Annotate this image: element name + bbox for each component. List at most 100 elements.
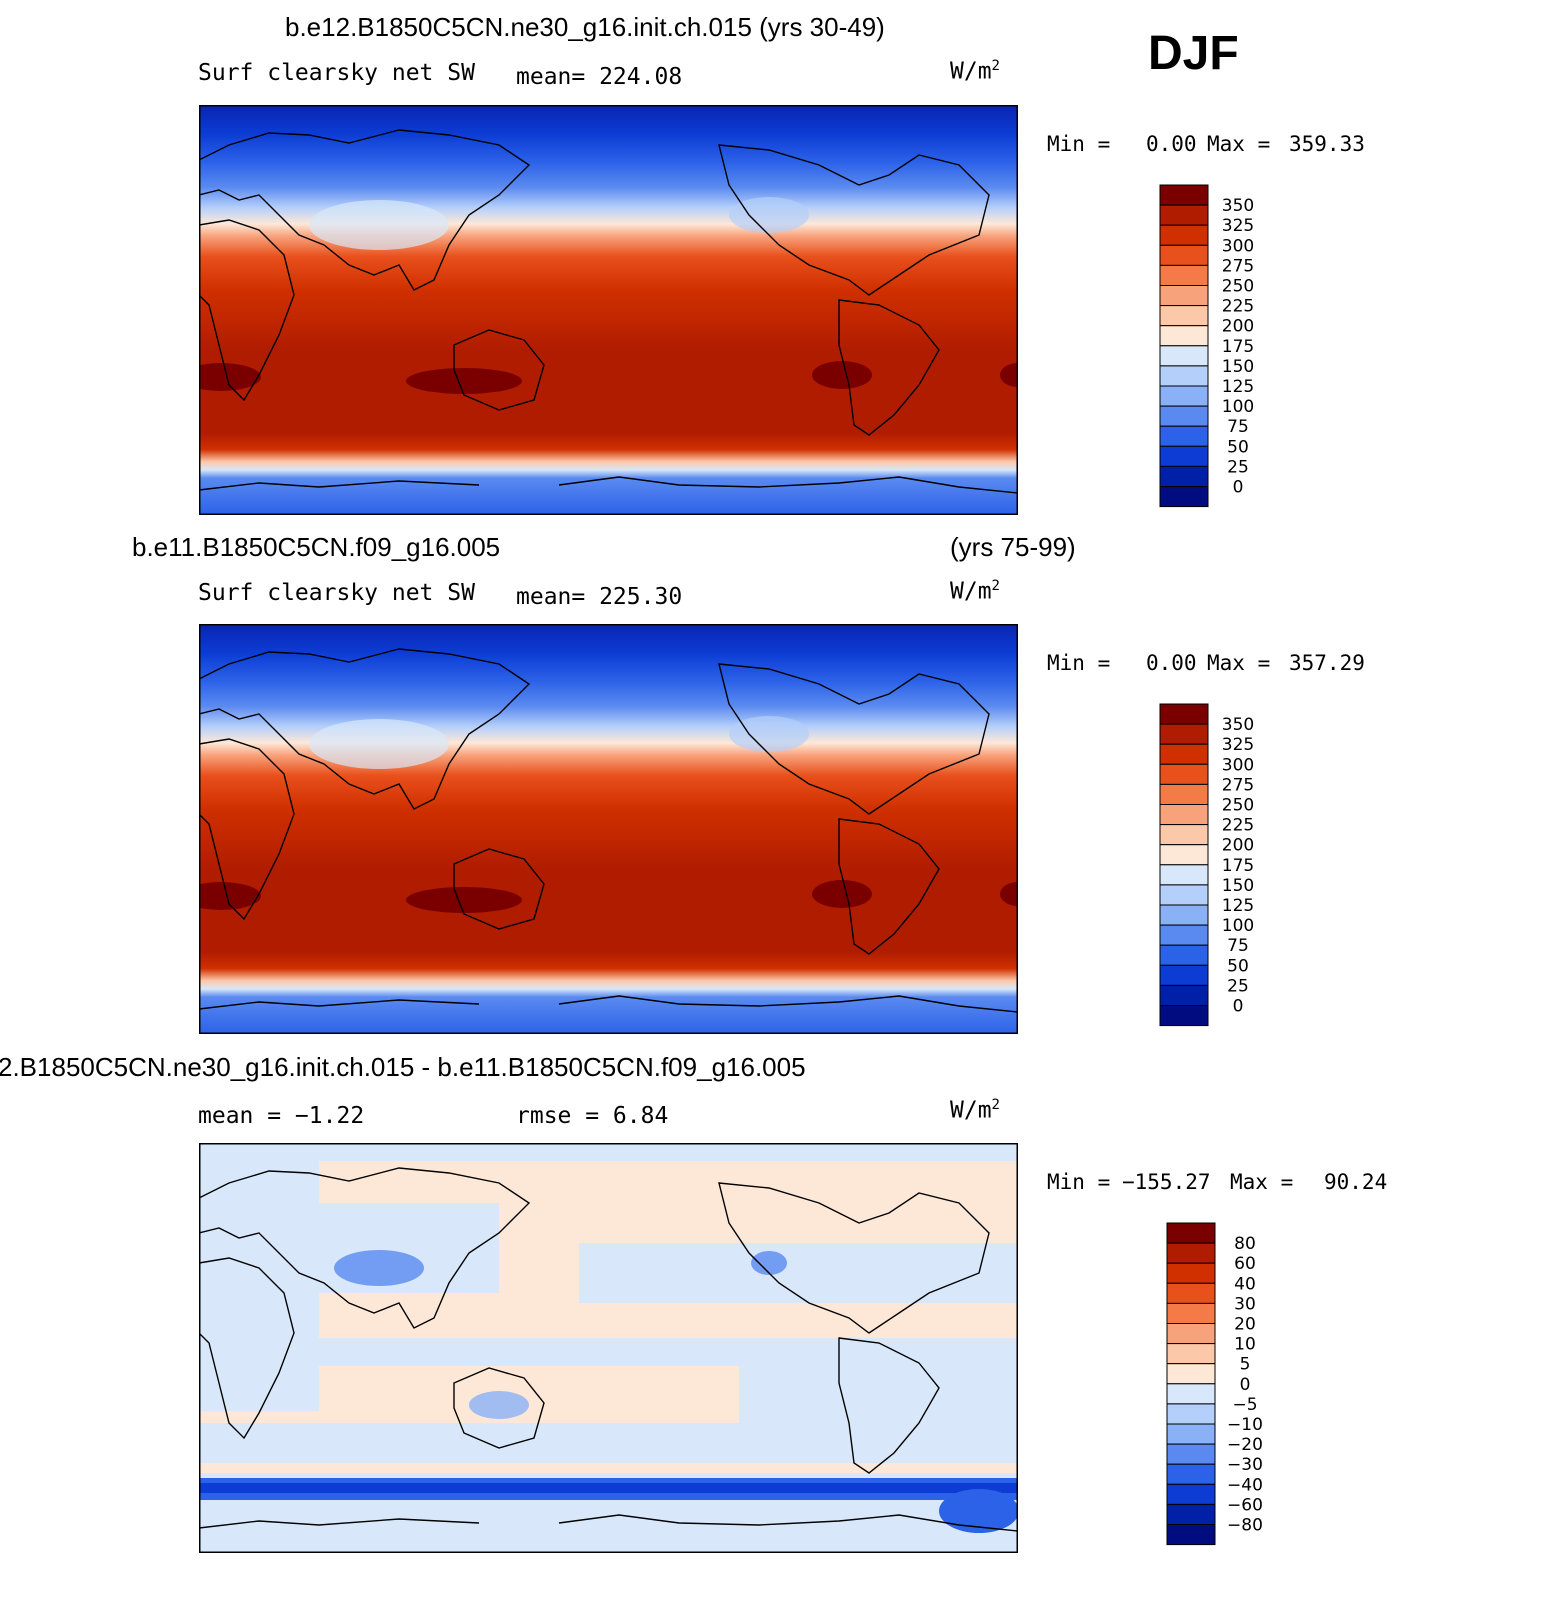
america-land-patch xyxy=(729,197,809,233)
colorbar-label: 30 xyxy=(1234,1294,1256,1314)
colorbar-label: 0 xyxy=(1240,1375,1251,1395)
colorbar-box xyxy=(1166,1423,1216,1445)
colorbar-label: −60 xyxy=(1227,1495,1263,1515)
colorbar-label: 300 xyxy=(1222,236,1254,256)
colorbar-box xyxy=(1159,405,1209,427)
negative-region xyxy=(199,1143,1018,1161)
colorbar-box xyxy=(1159,425,1209,447)
negative-region xyxy=(199,1338,1018,1366)
panel-2-min-value: 0.00 xyxy=(1146,651,1197,675)
colorbar-label: 350 xyxy=(1222,196,1254,216)
colorbar-label: 350 xyxy=(1222,715,1254,735)
map-3-coastlines xyxy=(199,1167,1018,1532)
panel-2-max-value: 357.29 xyxy=(1289,651,1365,675)
colorbar-box xyxy=(1159,964,1209,986)
panel-2-mean: mean= 225.30 xyxy=(516,584,683,610)
map-3-field xyxy=(199,1143,1018,1553)
colorbar-label: 75 xyxy=(1227,936,1249,956)
panel-1-variable: Surf clearsky net SW xyxy=(198,60,475,86)
colorbar-label: 0 xyxy=(1233,478,1244,498)
colorbar-box xyxy=(1159,703,1209,725)
negative-region xyxy=(579,1243,1018,1303)
colorbar-box xyxy=(1159,224,1209,246)
field-background xyxy=(199,105,1018,515)
colorbar-label: 250 xyxy=(1222,796,1254,816)
colorbar-label: −30 xyxy=(1227,1455,1263,1475)
max-region xyxy=(406,368,522,394)
colorbar-box xyxy=(1166,1302,1216,1325)
panel-1-min-value: 0.00 xyxy=(1146,132,1197,156)
max-region xyxy=(812,880,872,908)
coastline-path xyxy=(199,480,480,491)
colorbar-box xyxy=(1166,1443,1216,1465)
panel-1-min-label: Min = xyxy=(1047,132,1111,156)
colorbar-label: 200 xyxy=(1222,317,1254,337)
colorbar-box xyxy=(1166,1222,1216,1244)
negative-region xyxy=(199,1423,1018,1463)
colorbar-box xyxy=(1166,1403,1216,1425)
coastline-path xyxy=(199,648,531,810)
colorbar-box xyxy=(1159,924,1209,946)
panel-1-map xyxy=(199,105,1018,515)
colorbar-label: 150 xyxy=(1222,876,1254,896)
colorbar-label: 25 xyxy=(1227,457,1249,477)
map-2-coastlines xyxy=(199,648,1018,1013)
colorbar-label: −40 xyxy=(1227,1475,1263,1495)
colorbar-label: 50 xyxy=(1227,956,1249,976)
season-label: DJF xyxy=(1148,27,1239,80)
panel-3-units: W/m2 xyxy=(950,1097,1000,1124)
panel-2-variable: Surf clearsky net SW xyxy=(198,580,475,606)
coastline-path xyxy=(558,1514,1018,1532)
panel-3-max-label: Max = xyxy=(1230,1170,1294,1194)
colorbar-box xyxy=(1166,1242,1216,1264)
coastline-path xyxy=(838,299,940,436)
panel-2-min-label: Min = xyxy=(1047,651,1111,675)
coastline-path xyxy=(199,1257,295,1440)
colorbar-box xyxy=(1159,763,1209,785)
coastline-path xyxy=(453,1367,545,1449)
antarctic-anomaly xyxy=(939,1489,1018,1533)
colorbar-box xyxy=(1159,285,1209,307)
coastline-path xyxy=(453,329,545,411)
colorbar-box xyxy=(1166,1363,1216,1385)
colorbar-label: 200 xyxy=(1222,836,1254,856)
panel-3-rmse: rmse = 6.84 xyxy=(516,1103,669,1129)
colorbar-box xyxy=(1159,723,1209,745)
colorbar-label: −20 xyxy=(1227,1435,1263,1455)
coastline-path xyxy=(718,663,990,815)
colorbar-box xyxy=(1159,365,1209,387)
rockies-anomaly xyxy=(751,1251,787,1275)
colorbar-label: 300 xyxy=(1222,755,1254,775)
colorbar-box xyxy=(1166,1282,1216,1304)
colorbar-box xyxy=(1159,824,1209,846)
colorbar-box xyxy=(1159,884,1209,906)
panel-1-max-label: Max = xyxy=(1207,132,1271,156)
colorbar-label: 75 xyxy=(1227,417,1249,437)
colorbar-label: 5 xyxy=(1240,1355,1251,1375)
colorbar-label: 25 xyxy=(1227,976,1249,996)
field-background xyxy=(199,624,1018,1034)
america-land-patch xyxy=(729,716,809,752)
colorbar-box xyxy=(1166,1323,1216,1345)
colorbar-box xyxy=(1159,944,1209,966)
colorbar-box xyxy=(1166,1463,1216,1485)
colorbar-label: 60 xyxy=(1234,1254,1256,1274)
colorbar-box xyxy=(1166,1383,1216,1405)
coastline-path xyxy=(838,818,940,955)
colorbar-box xyxy=(1159,445,1209,467)
colorbar-label: 175 xyxy=(1222,856,1254,876)
colorbar-label: 325 xyxy=(1222,216,1254,236)
colorbar-box xyxy=(1166,1503,1216,1525)
colorbar-box xyxy=(1159,783,1209,806)
negative-region xyxy=(199,1161,319,1411)
panel-1-units: W/m2 xyxy=(950,58,1000,85)
panel-2-years: (yrs 75-99) xyxy=(950,532,1076,562)
coastline-path xyxy=(199,129,531,291)
coastline-path xyxy=(558,995,1018,1013)
panel-3-max-value: 90.24 xyxy=(1324,1170,1388,1194)
coastline-path xyxy=(558,476,1018,494)
colorbar-box xyxy=(1159,244,1209,266)
australia-anomaly xyxy=(469,1391,529,1419)
colorbar-box xyxy=(1159,184,1209,206)
